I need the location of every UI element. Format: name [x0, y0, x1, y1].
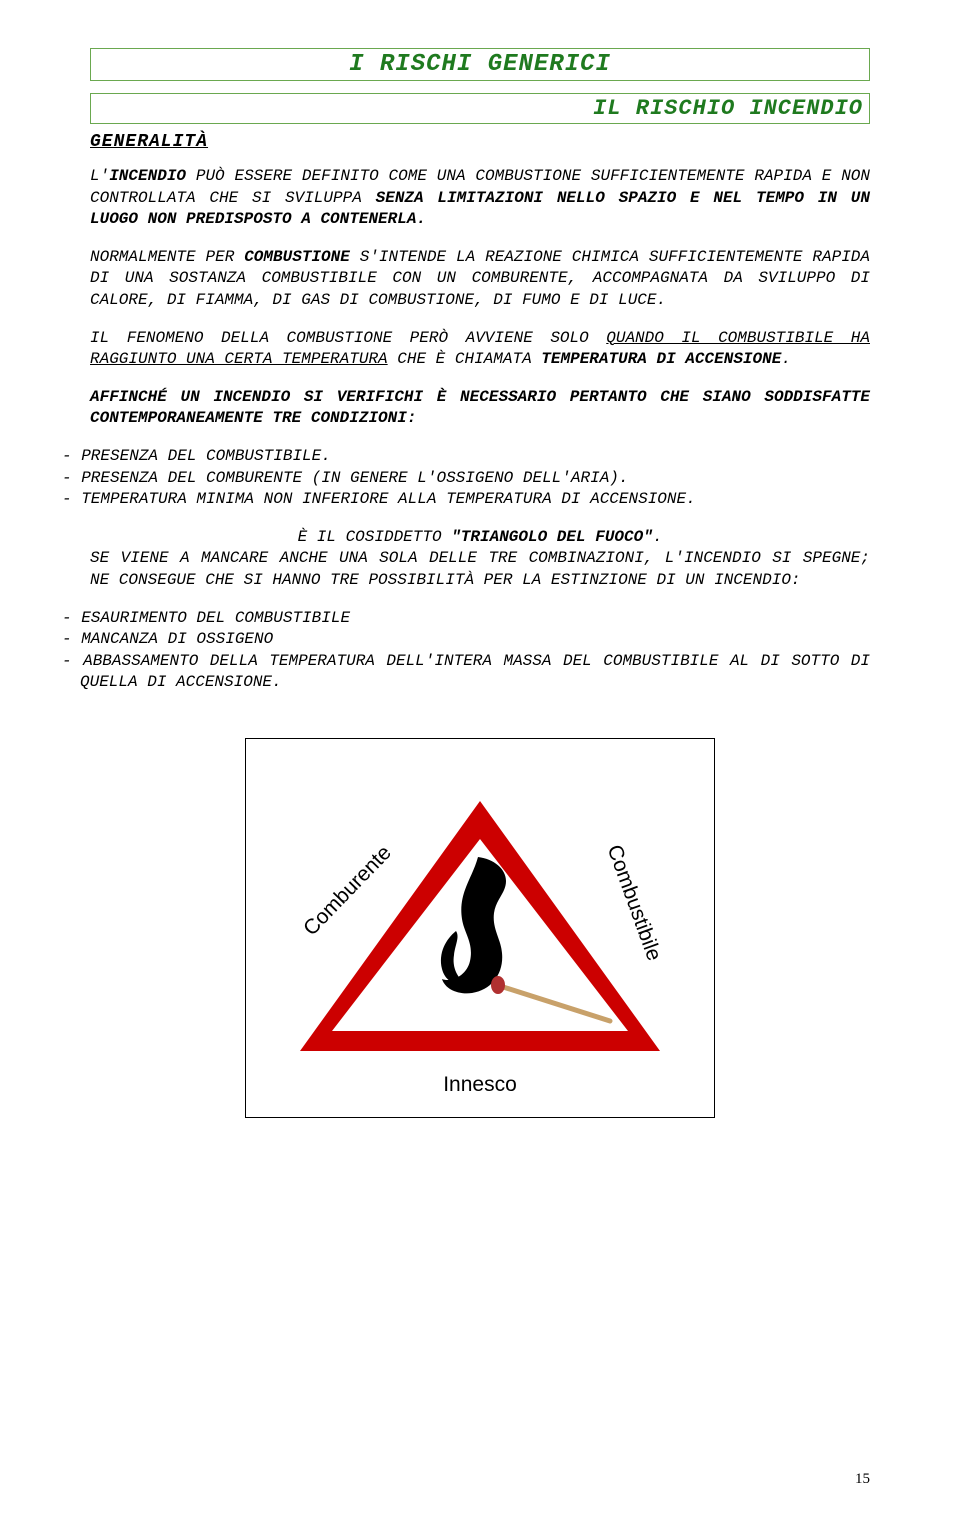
extinction-list: ESAURIMENTO DEL COMBUSTIBILE MANCANZA DI…	[90, 608, 870, 694]
fire-triangle-diagram: Comburente Combustibile Innesco	[270, 761, 690, 1103]
flame-icon	[441, 857, 506, 993]
page-number: 15	[855, 1471, 870, 1488]
text: .	[653, 528, 663, 546]
document-page: I RISCHI GENERICI IL RISCHIO INCENDIO GE…	[0, 0, 960, 1520]
paragraph-4: AFFINCHÉ UN INCENDIO SI VERIFICHI È NECE…	[90, 387, 870, 430]
list-item: PRESENZA DEL COMBUSTIBILE.	[62, 446, 870, 468]
paragraph-6: SE VIENE A MANCARE ANCHE UNA SOLA DELLE …	[90, 548, 870, 591]
list-item: ESAURIMENTO DEL COMBUSTIBILE	[62, 608, 870, 630]
list-item: ABBASSAMENTO DELLA TEMPERATURA DELL'INTE…	[62, 651, 870, 694]
page-subtitle: IL RISCHIO INCENDIO	[97, 96, 863, 121]
fire-triangle-figure: Comburente Combustibile Innesco	[245, 738, 715, 1118]
list-item: TEMPERATURA MINIMA NON INFERIORE ALLA TE…	[62, 489, 870, 511]
section-heading: GENERALITÀ	[90, 132, 870, 152]
paragraph-5-center: È IL COSIDDETTO "TRIANGOLO DEL FUOCO".	[90, 527, 870, 549]
text: NORMALMENTE PER	[90, 248, 244, 266]
paragraph-1: L'INCENDIO PUÒ ESSERE DEFINITO COME UNA …	[90, 166, 870, 231]
text-bold: COMBUSTIONE	[244, 248, 350, 266]
paragraph-2: NORMALMENTE PER COMBUSTIONE S'INTENDE LA…	[90, 247, 870, 312]
text-bold: TEMPERATURA DI ACCENSIONE	[541, 350, 781, 368]
text: IL FENOMENO DELLA COMBUSTIONE PERÒ AVVIE…	[90, 329, 606, 347]
conditions-list: PRESENZA DEL COMBUSTIBILE. PRESENZA DEL …	[90, 446, 870, 511]
subtitle-box: IL RISCHIO INCENDIO	[90, 93, 870, 124]
page-title: I RISCHI GENERICI	[97, 51, 863, 78]
triangle-label-bottom: Innesco	[270, 1073, 690, 1097]
title-box: I RISCHI GENERICI	[90, 48, 870, 81]
text: .	[781, 350, 791, 368]
paragraph-3: IL FENOMENO DELLA COMBUSTIONE PERÒ AVVIE…	[90, 328, 870, 371]
list-item: MANCANZA DI OSSIGENO	[62, 629, 870, 651]
text-bold: INCENDIO	[109, 167, 186, 185]
text: CHE È CHIAMATA	[388, 350, 542, 368]
text: L'	[90, 167, 109, 185]
figure-container: Comburente Combustibile Innesco	[90, 738, 870, 1118]
fire-triangle-svg	[270, 761, 690, 1101]
text: È IL COSIDDETTO	[298, 528, 452, 546]
text-bold: "TRIANGOLO DEL FUOCO"	[451, 528, 653, 546]
list-item: PRESENZA DEL COMBURENTE (IN GENERE L'OSS…	[62, 468, 870, 490]
